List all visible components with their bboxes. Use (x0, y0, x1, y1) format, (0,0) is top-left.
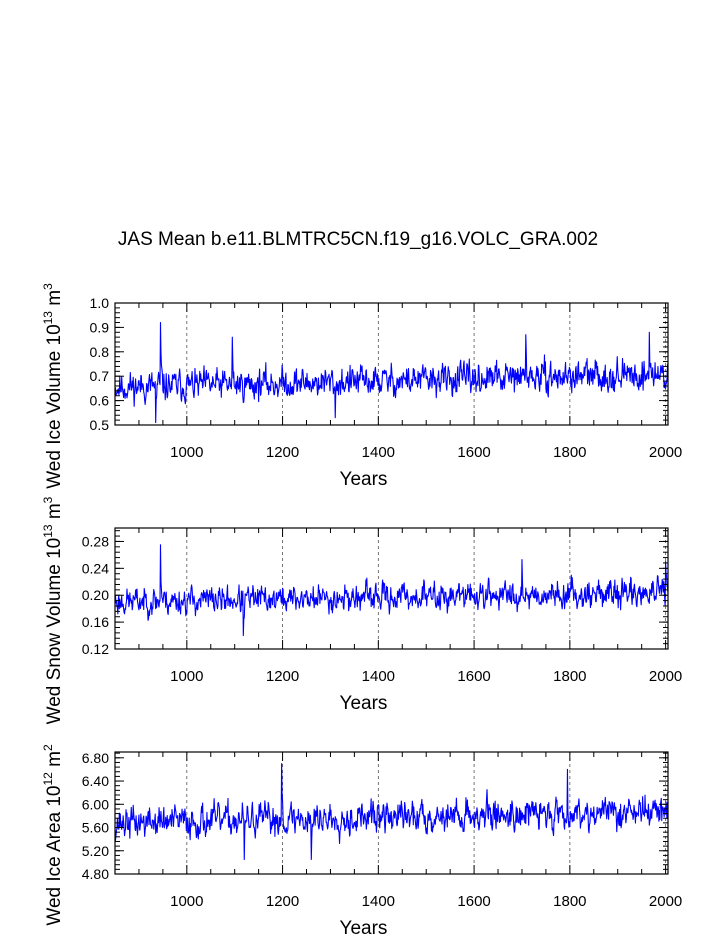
y-axis-label-part: Wed Snow Volume 10 (44, 538, 65, 725)
y-tick-label: 0.24 (82, 560, 109, 576)
x-tick-label: 2000 (649, 444, 682, 461)
series-line (114, 321, 669, 424)
plot-frame (114, 527, 669, 650)
x-tick-label: 1200 (266, 668, 299, 685)
y-axis-label-part: 13 (41, 311, 55, 325)
y-axis-label-part: 13 (41, 524, 55, 538)
panels: 1000 1200 1400 1600 1800 2000 0.5 0.6 0.7 0.8 0.9 1… (41, 283, 682, 935)
x-tick-label: 1800 (553, 668, 586, 685)
x-tick-label: 1600 (457, 893, 490, 910)
y-axis-label-part: 3 (41, 283, 55, 290)
y-tick-label: 0.16 (82, 614, 109, 630)
plot-frame (114, 751, 669, 875)
y-tick-label: 0.5 (90, 417, 110, 433)
y-axis-label-part: 12 (41, 772, 55, 786)
x-tick-label: 1000 (170, 444, 203, 461)
x-tick-label: 1200 (266, 893, 299, 910)
y-axis-label-part: m (44, 751, 65, 772)
y-axis-label: Wed Snow Volume 1013 m3 (41, 496, 65, 724)
panel-2: 1000 1200 1400 1600 1800 2000 0.12 0.16 0.20 0.24… (41, 496, 682, 724)
y-tick-label: 4.80 (82, 866, 109, 882)
x-tick-label: 1400 (362, 668, 395, 685)
y-tick-label: 0.9 (90, 319, 110, 335)
y-tick-label: 0.6 (90, 393, 110, 409)
y-axis-label-part: 3 (41, 496, 55, 503)
x-tick-label: 1200 (266, 444, 299, 461)
y-tick-label: 0.8 (90, 344, 110, 360)
x-axis-label: Years (340, 918, 388, 935)
x-tick-label: 1600 (457, 668, 490, 685)
y-tick-label: 6.40 (82, 773, 109, 789)
y-axis-label-part: 2 (41, 744, 55, 751)
x-tick-label: 1600 (457, 444, 490, 461)
y-axis-label-part: Wed Ice Area 10 (44, 786, 65, 926)
panel-1: 1000 1200 1400 1600 1800 2000 0.5 0.6 0.7 0.8 0.9 1… (41, 283, 682, 490)
x-tick-label: 2000 (649, 668, 682, 685)
x-axis-label: Years (340, 693, 388, 714)
y-tick-label: 0.7 (90, 368, 110, 384)
x-axis-label: Years (340, 469, 388, 490)
y-axis-label-part: Wed Ice Volume 10 (44, 324, 65, 488)
x-tick-label: 1400 (362, 444, 395, 461)
x-tick-label: 1000 (170, 893, 203, 910)
y-axis-label-part: m (44, 290, 65, 311)
plot-frame (114, 302, 669, 426)
y-axis-label: Wed Ice Area 1012 m2 (41, 744, 65, 926)
x-tick-label: 1000 (170, 668, 203, 685)
panel-3: 1000 1200 1400 1600 1800 2000 4.80 5.20 5.60 6.00… (41, 744, 682, 935)
y-tick-label: 6.80 (82, 750, 109, 766)
y-tick-label: 0.20 (82, 587, 109, 603)
x-tick-label: 1800 (553, 444, 586, 461)
y-axis-label: Wed Ice Volume 1013 m3 (41, 283, 65, 489)
y-tick-label: 0.12 (82, 641, 109, 657)
series-line (114, 544, 669, 637)
y-axis-label-part: m (44, 503, 65, 524)
y-tick-label: 1.0 (90, 295, 110, 311)
x-tick-label: 1400 (362, 893, 395, 910)
x-tick-label: 2000 (649, 893, 682, 910)
y-tick-label: 5.60 (82, 820, 109, 836)
chart-title: JAS Mean b.e11.BLMTRC5CN.f19_g16.VOLC_GR… (118, 229, 598, 250)
y-tick-label: 0.28 (82, 533, 109, 549)
x-tick-label: 1800 (553, 893, 586, 910)
y-tick-label: 6.00 (82, 796, 109, 812)
y-tick-label: 5.20 (82, 843, 109, 859)
series-line (114, 763, 669, 861)
